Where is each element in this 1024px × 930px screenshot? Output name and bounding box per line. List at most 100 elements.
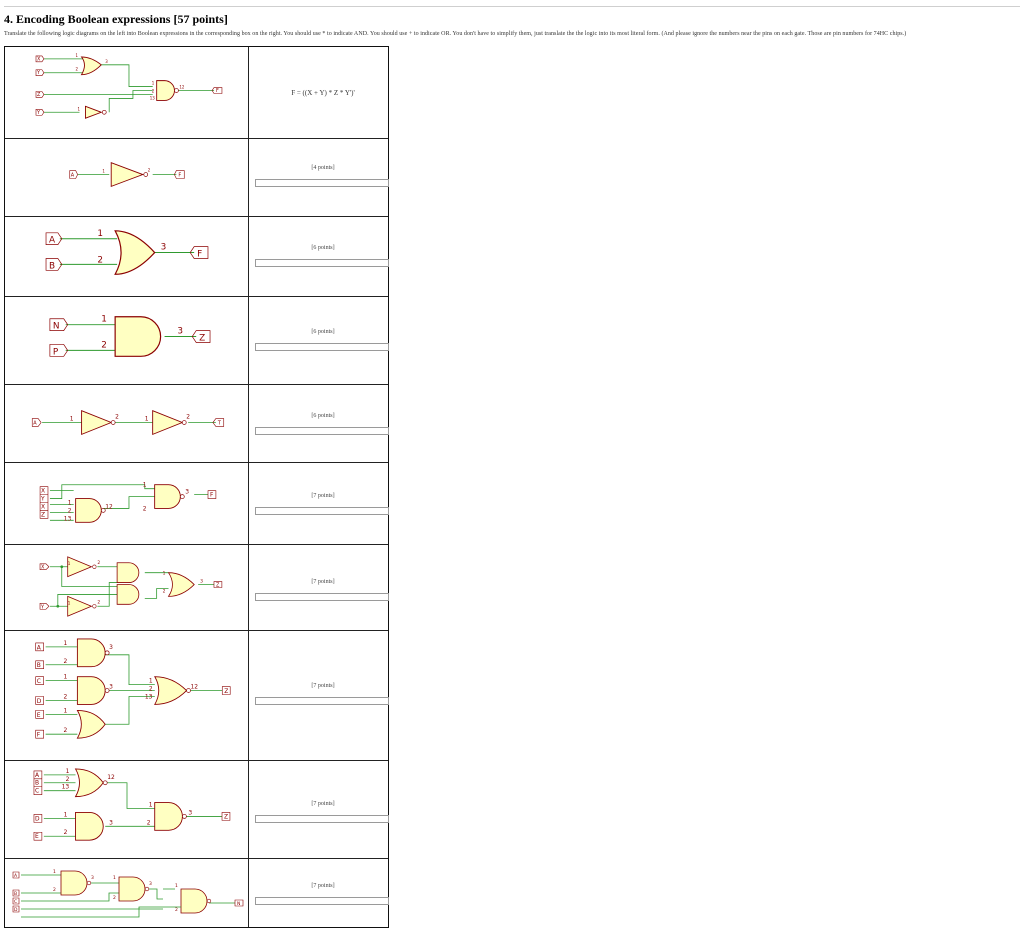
d7-output-z: Z [224,688,228,695]
section-title: 4. Encoding Boolean expressions [57 poin… [4,12,228,26]
answer-input-8[interactable] [255,815,389,823]
d7-pin: 3 [109,684,113,691]
d8-pin: 1 [66,768,70,775]
d7-pin: 2 [63,658,67,665]
d9-input-b: B [14,891,17,897]
question-row-8: A B C D E Z 1 2 13 12 1 2 3 1 2 3 [7 poi… [5,761,389,859]
d1-pin: 1 [102,169,105,174]
d3-pin: 3 [177,327,183,337]
logic-diagram-6: X Y Z 1 2 1 2 1 2 3 [5,545,249,630]
d5-pin: 1 [143,483,147,489]
d4-pin: 1 [70,417,74,423]
question-row-4: A T 1 2 1 2 [6 points] [5,385,389,463]
logic-diagram-7: A B C D E F Z 1 2 3 1 2 3 1 2 1 2 13 12 [5,631,249,760]
d8-input-e: E [35,833,39,840]
d0-pin: 12 [179,85,185,90]
d0-input-y2: Y [36,110,41,116]
d9-output-n: N [237,901,240,907]
d7-pin: 1 [63,707,67,714]
answer-input-7[interactable] [255,697,389,705]
answer-input-1[interactable] [255,179,389,187]
d7-pin: 3 [109,644,113,651]
d8-pin: 2 [64,829,68,836]
logic-diagram-0: X Y Z Y F 1 2 3 1 2 13 12 1 [5,47,249,138]
question-row-5: X Y X Z F 1 2 13 12 1 2 3 [7 points] [5,463,389,545]
answer-input-2[interactable] [255,259,389,267]
d5-input-x: X [41,489,45,495]
logic-diagram-5: X Y X Z F 1 2 13 12 1 2 3 [5,463,249,544]
question-row-7: A B C D E F Z 1 2 3 1 2 3 1 2 1 2 13 12 [5,631,389,761]
answer-input-6[interactable] [255,593,389,601]
d9-pin: 2 [175,907,178,913]
d7-input-c: C [37,678,41,685]
d7-input-a: A [37,644,42,651]
points-label-6: [7 points] [311,579,335,585]
d6-pin: 2 [163,588,166,594]
d8-pin: 13 [62,784,70,791]
d7-pin: 2 [63,693,67,700]
d6-pin: 2 [97,560,100,566]
d7-input-e: E [37,712,41,719]
d0-pin: 3 [105,59,108,64]
d5-output-f: F [210,493,214,499]
instructions-text: Translate the following logic diagrams o… [4,31,907,37]
d5-pin: 2 [143,506,147,512]
diagram-1-svg: A F 1 2 [69,162,185,188]
diagram-0-svg: X Y Z Y F 1 2 3 1 2 13 12 1 [35,53,223,119]
d8-pin: 3 [109,819,113,826]
d7-input-f: F [37,732,41,739]
d5-pin: 13 [64,516,72,522]
d7-input-d: D [37,698,42,705]
d6-output-z: Z [216,583,220,589]
d4-pin: 1 [145,417,149,423]
d3-pin: 2 [101,340,107,350]
d2-pin: 1 [97,229,103,239]
d1-input-a: A [71,173,75,179]
points-label-8: [7 points] [311,801,335,807]
d5-input-z: Z [41,512,45,518]
d8-output-z: Z [224,813,228,820]
d7-pin: 1 [63,640,67,647]
question-row-9: A B C D N 1 2 3 1 2 3 1 2 [7 points] [5,859,389,927]
points-label-2: [6 points] [311,245,335,251]
diagram-7-svg: A B C D E F Z 1 2 3 1 2 3 1 2 1 2 13 12 [35,638,231,739]
answer-input-4[interactable] [255,427,389,435]
question-row-2: A B F 1 2 3 [6 points] [5,217,389,297]
answer-input-5[interactable] [255,507,389,515]
d0-pin: 2 [76,67,79,72]
d5-input-x2: X [41,504,45,510]
d6-pin: 1 [68,561,71,567]
answer-input-3[interactable] [255,343,389,351]
d2-input-a: A [49,236,55,246]
d2-pin: 3 [161,243,167,253]
d9-pin: 1 [113,875,116,881]
points-label-9: [7 points] [311,883,335,889]
diagram-2-svg: A B F 1 2 3 [45,229,209,275]
logic-diagram-4: A T 1 2 1 2 [5,385,249,462]
d7-pin: 2 [63,727,67,734]
d0-input-x: X [37,56,41,62]
d3-pin: 1 [101,315,107,325]
d1-pin: 2 [148,168,151,173]
d7-input-b: B [37,662,41,669]
logic-diagram-2: A B F 1 2 3 [5,217,249,296]
d7-pin: 1 [63,674,67,681]
logic-diagram-3: N P Z 1 2 3 [5,297,249,384]
answer-input-9[interactable] [255,897,389,905]
answer-text-0: F = ((X + Y) * Z * Y')' [291,89,355,97]
d0-pin: 1 [78,106,81,111]
d9-pin: 1 [53,869,56,875]
d3-input-p: P [53,347,59,357]
d8-input-a: A [35,772,39,779]
d9-pin: 3 [91,875,94,881]
d3-output-z: Z [199,334,205,344]
question-row-6: X Y Z 1 2 1 2 1 2 3 [7 points] [5,545,389,631]
d8-input-d: D [35,815,40,822]
d2-input-b: B [49,261,55,271]
question-row-1: A F 1 2 [4 points] [5,139,389,217]
d5-pin: 3 [185,490,189,496]
points-label-4: [6 points] [311,413,335,419]
d5-pin: 2 [68,508,72,514]
d2-output-f: F [197,250,202,260]
points-label-5: [7 points] [311,493,335,499]
